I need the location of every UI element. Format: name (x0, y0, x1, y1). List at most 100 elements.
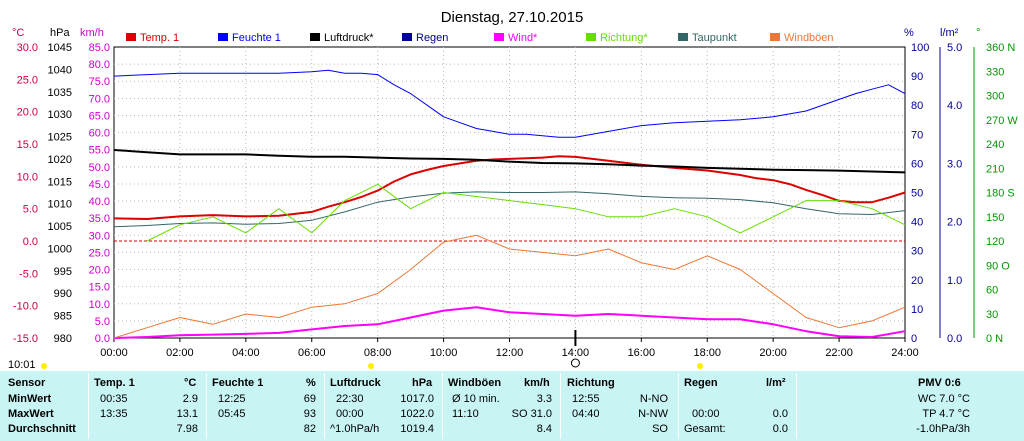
axis-tick-label: 75.0 (89, 76, 110, 88)
axis-tick-label: 30.0 (17, 42, 38, 54)
axis-tick-label: 85.0 (89, 42, 110, 54)
rain-time: 00:00 (692, 408, 720, 421)
x-tick-label: 10:00 (430, 347, 458, 359)
axis-tick-label: 90 O (986, 260, 1010, 272)
x-tick-label: 00:00 (100, 347, 128, 359)
axis-tick-label: -15.0 (13, 333, 38, 345)
axis-tick-label: 1015 (48, 176, 72, 188)
x-tick-label: 16:00 (628, 347, 656, 359)
axis-tick-label: 0.0 (95, 333, 110, 345)
header-rain-unit: l/m² (766, 377, 786, 390)
chart-title: Dienstag, 27.10.2015 (441, 9, 584, 26)
axis-tick-label: 40 (911, 217, 923, 229)
legend-label: Windböen (784, 32, 834, 44)
axis-tick-label: 360 N (986, 42, 1015, 54)
axis-tick-label: 20.0 (89, 265, 110, 277)
axis-tick-label: 1020 (48, 154, 72, 166)
axis-unit: % (904, 27, 914, 39)
axis-tick-label: 10.0 (89, 299, 110, 311)
header-dir: Richtung (567, 377, 615, 390)
header-temp: Temp. 1 (94, 377, 135, 390)
temp-value: 2.9 (150, 393, 198, 406)
x-tick-label: 20:00 (759, 347, 787, 359)
pmv-value: -1.0hPa/3h (880, 423, 970, 436)
x-tick-label: 24:00 (891, 347, 919, 359)
axis-tick-label: 35.0 (89, 213, 110, 225)
header-gust-unit: km/h (524, 377, 550, 390)
legend-swatch (494, 33, 504, 41)
hum-time: 05:45 (218, 408, 246, 421)
sun-marker (368, 363, 374, 369)
axis-tick-label: 1005 (48, 221, 72, 233)
row-label: MinWert (8, 393, 51, 406)
axis-tick-label: 60 (986, 285, 998, 297)
dir-value: SO (620, 423, 668, 436)
axis-tick-label: -10.0 (13, 301, 38, 313)
header-hum: Feuchte 1 (212, 377, 263, 390)
press-time: ^1.0hPa/h (330, 423, 379, 436)
axis-tick-label: 5.0 (95, 316, 110, 328)
x-tick-label: 08:00 (364, 347, 392, 359)
axis-tick-label: 10.0 (17, 171, 38, 183)
axis-tick-label: 10 (911, 304, 923, 316)
x-tick-label: 02:00 (166, 347, 194, 359)
axis-tick-label: 80.0 (89, 59, 110, 71)
axis-tick-label: 30 (911, 246, 923, 258)
header-rain: Regen (684, 377, 718, 390)
axis-tick-label: 5.0 (947, 42, 962, 54)
x-tick-label: 22:00 (825, 347, 853, 359)
axis-tick-label: 45.0 (89, 179, 110, 191)
axis-tick-label: 150 (986, 212, 1004, 224)
axis-tick-label: 5.0 (23, 204, 38, 216)
rain-value: 0.0 (740, 408, 788, 421)
chart-legend: Temp. 1 Feuchte 1 Luftdruck* Regen Wind* Rich… (126, 32, 834, 44)
header-temp-unit: °C (184, 377, 196, 390)
axis-tick-label: 1025 (48, 132, 72, 144)
column-divider (324, 373, 325, 439)
sun-marker (697, 363, 703, 369)
rain-value: 0.0 (740, 423, 788, 436)
column-divider (796, 373, 797, 439)
axis-tick-label: 1040 (48, 64, 72, 76)
time-marker: 10:01 (8, 359, 36, 371)
pmv-value: TP 4.7 °C (880, 408, 970, 421)
header-gust: Windböen (448, 377, 501, 390)
axis-tick-label: 80 (911, 100, 923, 112)
moon-icon (571, 359, 579, 367)
axis-tick-label: 60.0 (89, 128, 110, 140)
legend-label: Wind* (508, 32, 538, 44)
legend-swatch (770, 33, 780, 41)
axis-tick-label: 55.0 (89, 145, 110, 157)
axis-tick-label: 1000 (48, 243, 72, 255)
sun-marker (41, 363, 47, 369)
legend-label: Temp. 1 (140, 32, 179, 44)
row-label: Durchschnitt (8, 423, 76, 436)
temp-value: 13.1 (150, 408, 198, 421)
axis-tick-label: 120 (986, 236, 1004, 248)
axis-tick-label: 100 (911, 42, 929, 54)
column-divider (678, 373, 679, 439)
column-divider (560, 373, 561, 439)
axis-tick-label: 995 (54, 266, 72, 278)
axis-tick-label: 20.0 (17, 107, 38, 119)
hum-value: 93 (276, 408, 316, 421)
header-press-unit: hPa (412, 377, 432, 390)
axis-tick-label: 60 (911, 158, 923, 170)
legend-swatch (218, 33, 228, 41)
header-hum-unit: % (306, 377, 316, 390)
press-value: 1019.4 (384, 423, 434, 436)
axis-tick-label: 1035 (48, 87, 72, 99)
axis-tick-label: 1.0 (947, 275, 962, 287)
axis-unit: l/m² (940, 27, 959, 39)
legend-label: Regen (416, 32, 448, 44)
dir-time: 04:40 (572, 408, 600, 421)
axis-tick-label: 300 (986, 91, 1004, 103)
dir-value: N-NO (620, 393, 668, 406)
press-value: 1017.0 (384, 393, 434, 406)
header-press: Luftdruck (330, 377, 381, 390)
axis-unit: km/h (80, 27, 104, 39)
legend-label: Luftdruck* (324, 32, 374, 44)
axis-tick-label: 50 (911, 188, 923, 200)
axis-tick-label: 4.0 (947, 100, 962, 112)
gust-time: Ø 10 min. (452, 393, 500, 406)
